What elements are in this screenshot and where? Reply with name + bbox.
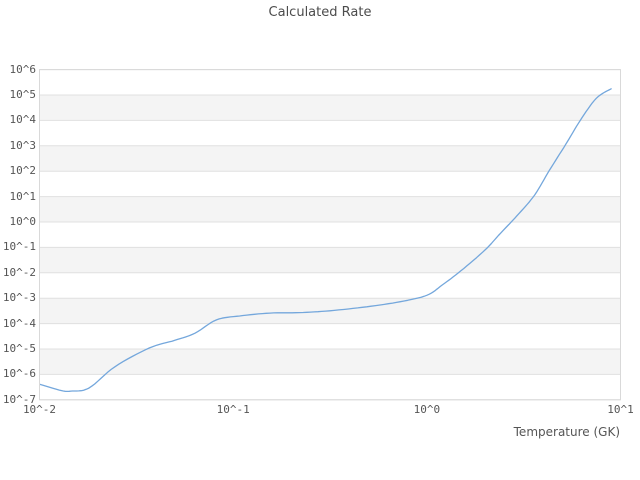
plot-border — [39, 69, 622, 401]
grid-band — [39, 145, 621, 172]
y-tick-label: 10^1 — [9, 189, 37, 203]
y-tick-label: 10^3 — [9, 138, 37, 152]
x-axis-label: Temperature (GK) — [513, 425, 620, 439]
x-tick-label: 10^-1 — [216, 403, 250, 416]
y-tick-label: 10^-7 — [2, 392, 36, 406]
y-tick-label: 10^-6 — [2, 367, 36, 381]
y-tick-label: 10^2 — [9, 164, 37, 178]
x-tick-label: 10^1 — [607, 403, 634, 416]
grid-band — [39, 196, 621, 222]
grid-band — [39, 247, 621, 273]
y-tick-label: 10^-5 — [2, 342, 36, 355]
y-tick-label: 10^-2 — [2, 265, 36, 279]
y-tick-label: 10^4 — [9, 113, 37, 127]
y-tick-label: 10^-1 — [2, 240, 36, 254]
y-tick-label: 10^-4 — [2, 316, 36, 330]
y-tick-label: 10^6 — [9, 62, 37, 76]
grid-band — [39, 95, 621, 121]
y-tick-label: 10^5 — [9, 88, 37, 101]
rate-curve — [39, 87, 612, 393]
y-tick-label: 10^0 — [9, 215, 37, 228]
grid-band — [39, 349, 621, 375]
y-tick-label: 10^-3 — [2, 291, 36, 305]
chart-title: Calculated Rate — [268, 5, 372, 20]
x-tick-label: 10^0 — [413, 403, 441, 416]
x-tick-label: 10^-2 — [22, 403, 57, 416]
plot-background — [39, 69, 621, 400]
